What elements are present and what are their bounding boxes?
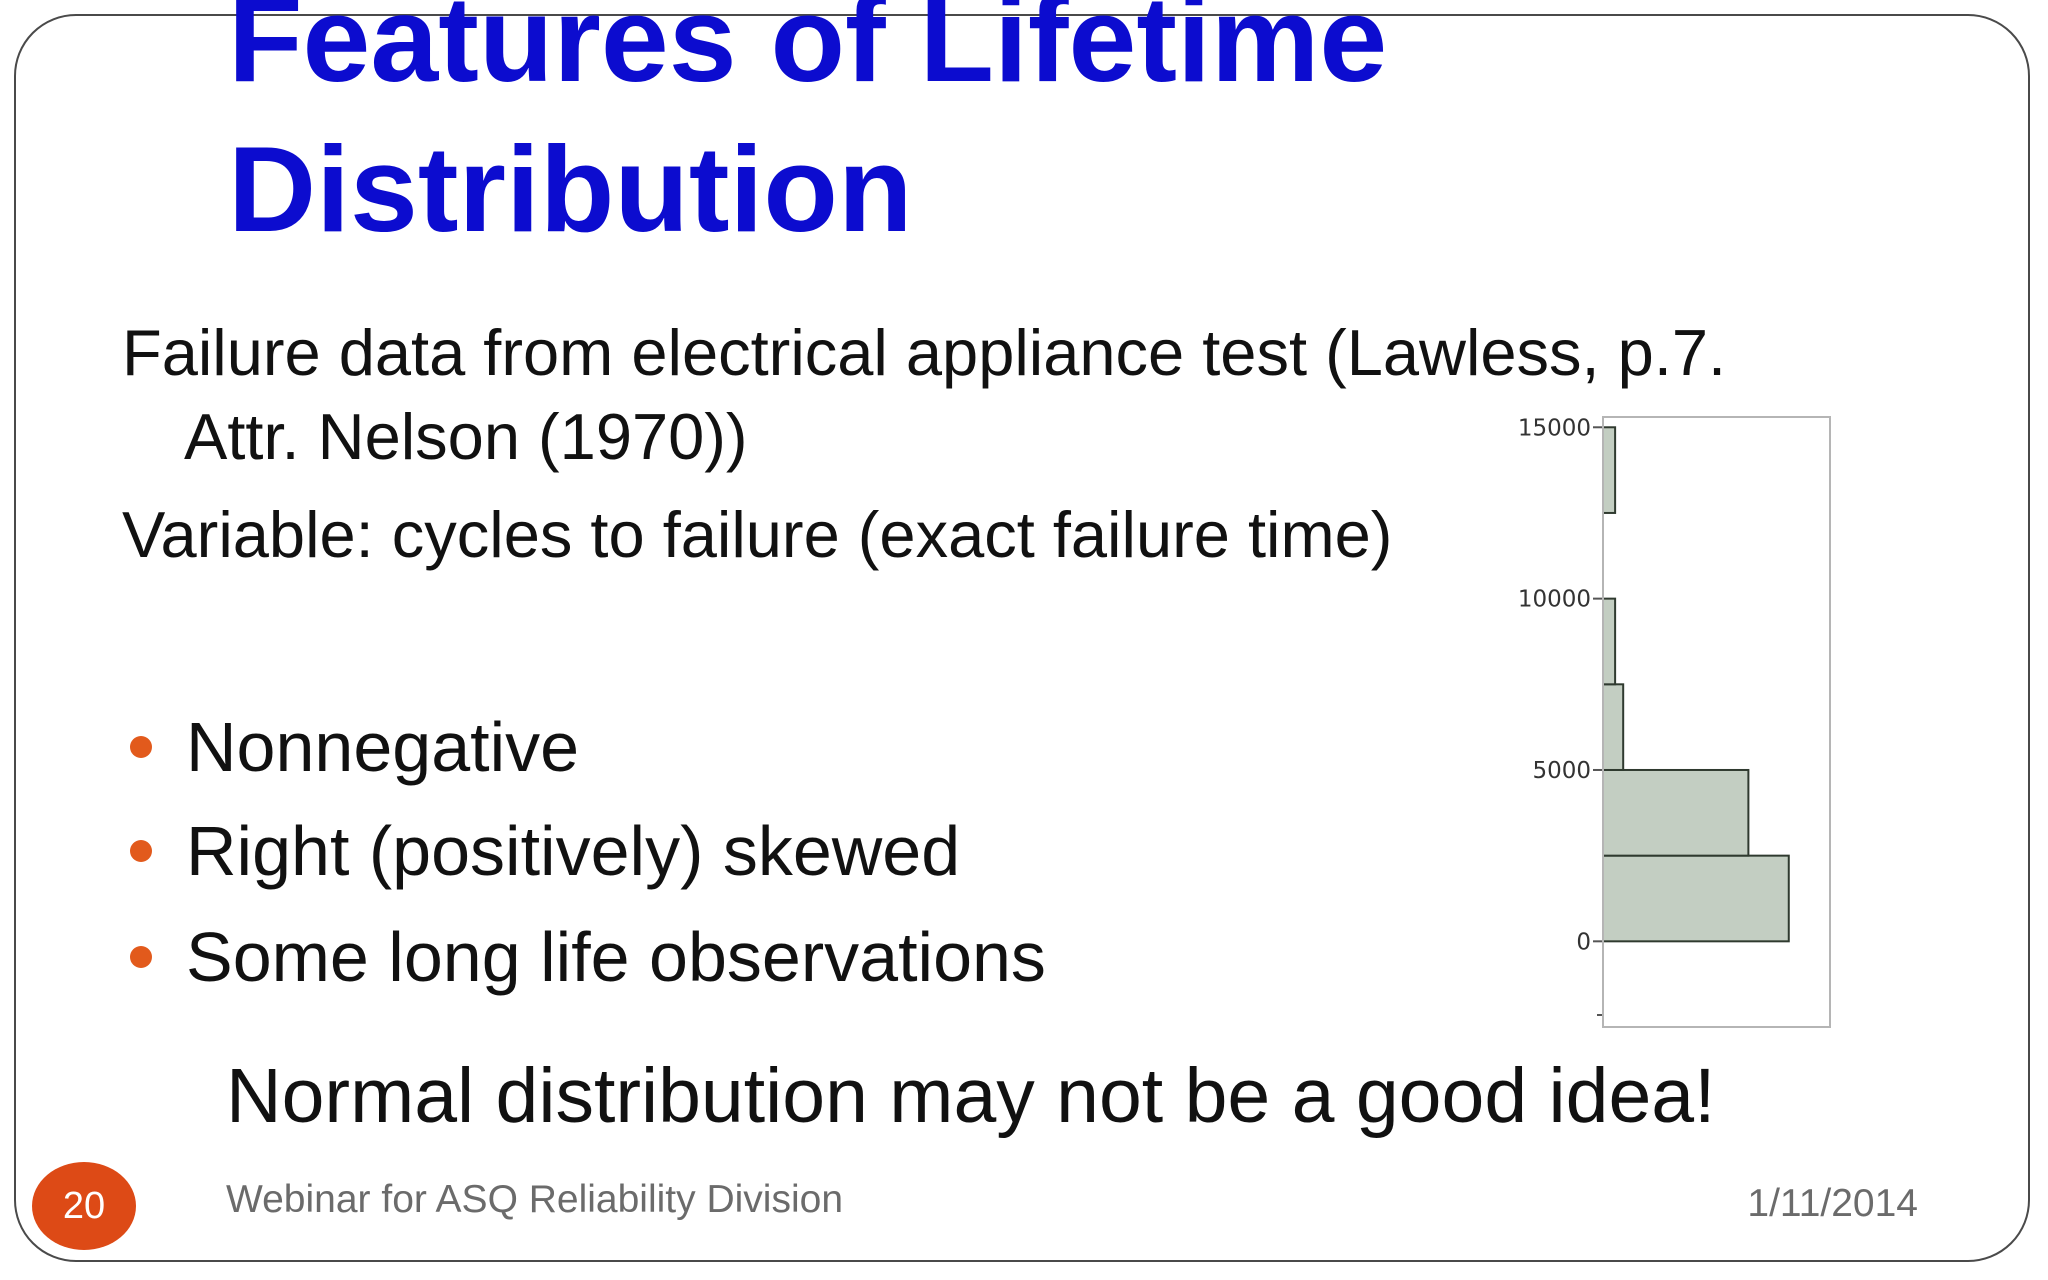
slide-title-line-1: Features of Lifetime xyxy=(228,0,1388,107)
slide-frame xyxy=(14,14,2030,1262)
source-line-2: Attr. Nelson (1970)) xyxy=(184,400,748,473)
histogram-bar xyxy=(1602,854,1790,943)
chart-tick-label: 5000 xyxy=(1532,758,1591,784)
chart-tick-label: 0 xyxy=(1576,929,1591,955)
slide-title-line-2: Distribution xyxy=(228,121,913,257)
bullet-marker xyxy=(130,736,152,758)
bullet-item-1: Nonnegative xyxy=(186,708,580,786)
conclusion-text: Normal distribution may not be a good id… xyxy=(226,1053,1716,1139)
bullet-marker xyxy=(130,840,152,862)
histogram-bar xyxy=(1602,426,1617,514)
chart-tick-label: 10000 xyxy=(1518,587,1591,613)
histogram-bar xyxy=(1602,683,1625,771)
histogram-bar xyxy=(1602,597,1617,686)
page-number-badge: 20 xyxy=(32,1162,136,1250)
lifetime-histogram: 0 5000 10000 15000 xyxy=(1518,415,1831,1028)
bullet-marker xyxy=(130,946,152,968)
bullet-item-3: Some long life observations xyxy=(186,918,1046,996)
bullet-item-2: Right (positively) skewed xyxy=(186,812,961,890)
chart-frame xyxy=(1602,416,1831,1028)
footer-text: Webinar for ASQ Reliability Division xyxy=(226,1178,844,1221)
variable-line: Variable: cycles to failure (exact failu… xyxy=(122,498,1393,571)
chart-tick-label: 15000 xyxy=(1518,415,1591,441)
histogram-bar xyxy=(1602,768,1750,857)
slide-date: 1/11/2014 xyxy=(1747,1182,1918,1225)
source-line-1: Failure data from electrical appliance t… xyxy=(122,316,1727,389)
